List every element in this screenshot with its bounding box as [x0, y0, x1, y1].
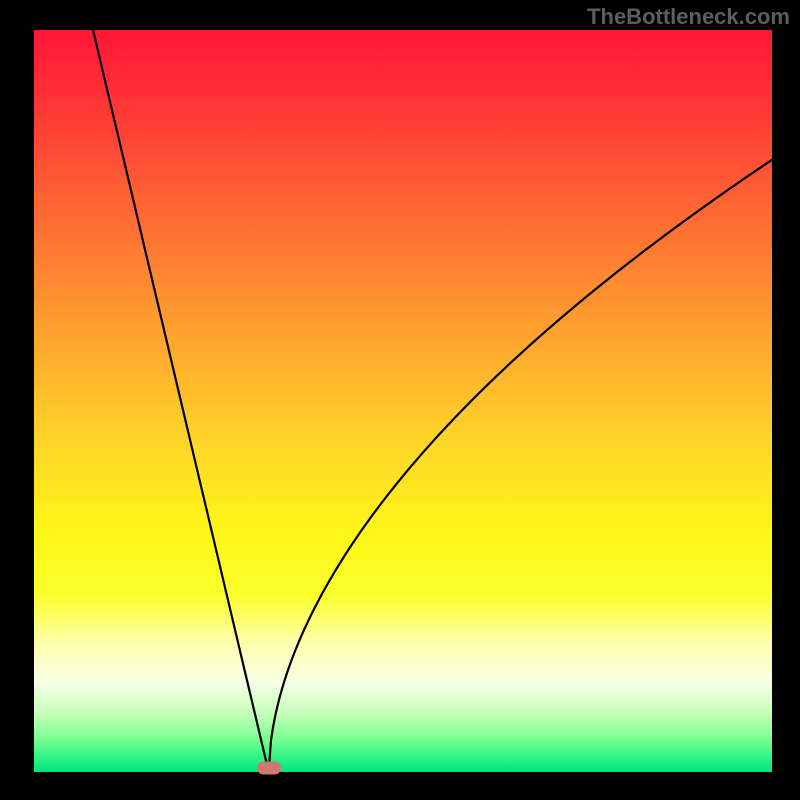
plot-area — [34, 30, 772, 772]
curve-path — [93, 30, 772, 772]
minimum-marker — [257, 762, 281, 775]
bottleneck-curve — [34, 30, 772, 772]
watermark-text: TheBottleneck.com — [587, 4, 790, 30]
chart-container: TheBottleneck.com — [0, 0, 800, 800]
